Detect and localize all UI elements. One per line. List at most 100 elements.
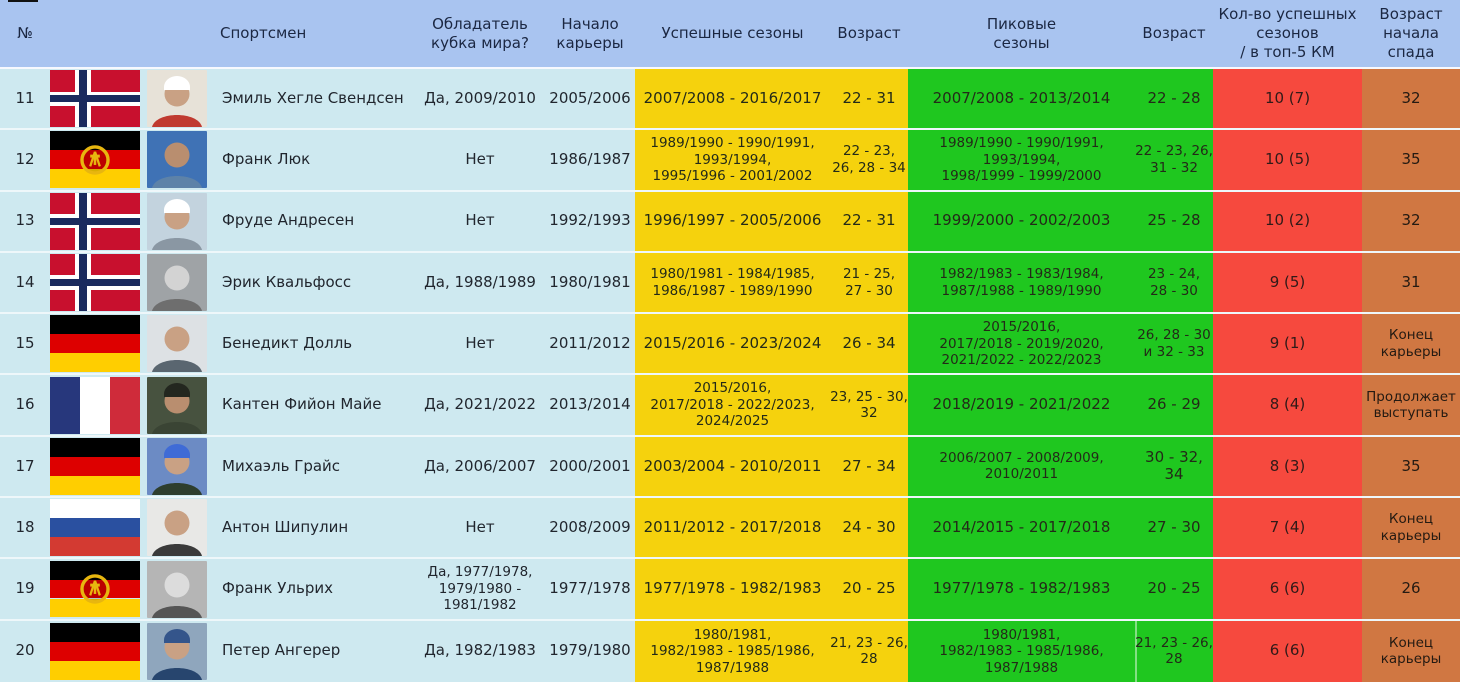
peak-seasons-cell: 2014/2015 - 2017/2018 xyxy=(908,498,1135,558)
peak-seasons-cell: 2006/2007 - 2008/2009, 2010/2011 xyxy=(908,436,1135,497)
header-success-age: Возраст xyxy=(837,24,901,43)
flag-icon-russia xyxy=(50,499,140,557)
header-number: № xyxy=(17,24,33,43)
country-flag-cell xyxy=(50,192,143,251)
flag-icon-norway xyxy=(50,70,140,128)
career-start-cell: 2013/2014 xyxy=(549,395,631,414)
row-number: 19 xyxy=(15,579,35,598)
header-successful-seasons: Успешные сезоны xyxy=(661,24,804,43)
peak-seasons-cell: 1982/1983 - 1983/1984, 1987/1988 - 1989/… xyxy=(908,252,1135,313)
world-cup-holder-cell: Да, 1988/1989 xyxy=(424,272,536,291)
table-row: 13 Фруде Андресен Нет 1992/1993 1996/199… xyxy=(0,191,1460,253)
world-cup-holder-cell: Нет xyxy=(465,517,495,536)
successful-seasons-cell: 1977/1978 - 1982/1983 xyxy=(635,559,830,619)
peak-age-cell: 22 - 28 xyxy=(1135,69,1213,129)
table-row: 14 Эрик Квальфосс Да, 1988/1989 1980/198… xyxy=(0,252,1460,315)
career-start-cell: 1980/1981 xyxy=(549,272,631,291)
successful-seasons-cell: 2003/2004 - 2010/2011 xyxy=(635,436,830,497)
decline-age-cell: Конец карьеры xyxy=(1362,620,1460,682)
world-cup-holder-cell: Да, 2009/2010 xyxy=(424,88,536,107)
athlete-photo-cell xyxy=(143,69,210,128)
athlete-photo-cell xyxy=(143,559,210,618)
athlete-name: Франк Ульрих xyxy=(222,579,333,598)
peak-seasons-cell: 1989/1990 - 1990/1991, 1993/1994, 1998/1… xyxy=(908,130,1135,190)
peak-age-cell: 30 - 32, 34 xyxy=(1135,436,1213,497)
career-start-cell: 2008/2009 xyxy=(549,517,631,536)
row-number: 14 xyxy=(15,272,35,291)
successful-seasons-cell: 1980/1981, 1982/1983 - 1985/1986, 1987/1… xyxy=(635,620,830,682)
success-age-cell: 22 - 31 xyxy=(830,69,908,129)
country-flag-cell xyxy=(50,130,143,189)
peak-seasons-cell: 1999/2000 - 2002/2003 xyxy=(908,191,1135,251)
row-number: 15 xyxy=(15,333,35,352)
athlete-name: Эрик Квальфосс xyxy=(222,272,352,291)
world-cup-holder-cell: Нет xyxy=(465,333,495,352)
athlete-photo-cell xyxy=(143,375,210,434)
row-number: 12 xyxy=(15,150,35,169)
decline-age-cell: Конец карьеры xyxy=(1362,314,1460,374)
table-body: 11 Эмиль Хегле Свендсен Да, 2009/2010 20… xyxy=(0,69,1460,682)
screen-edge-artifact xyxy=(8,0,38,2)
table-header-row: № Спортсмен Обладатель кубка мира? Начал… xyxy=(0,0,1460,69)
athlete-photo-cell xyxy=(143,192,210,251)
world-cup-holder-cell: Нет xyxy=(465,211,495,230)
success-count-cell: 7 (4) xyxy=(1213,498,1362,558)
success-count-cell: 9 (5) xyxy=(1213,252,1362,313)
country-flag-cell xyxy=(50,314,143,373)
world-cup-holder-cell: Да, 2021/2022 xyxy=(424,395,536,414)
career-start-cell: 1979/1980 xyxy=(549,641,631,660)
successful-seasons-cell: 2007/2008 - 2016/2017 xyxy=(635,69,830,129)
table-row: 11 Эмиль Хегле Свендсен Да, 2009/2010 20… xyxy=(0,69,1460,131)
peak-seasons-cell: 1977/1978 - 1982/1983 xyxy=(908,559,1135,619)
athlete-photo-cell xyxy=(143,130,210,189)
row-number: 18 xyxy=(15,517,35,536)
peak-seasons-cell: 2015/2016, 2017/2018 - 2019/2020, 2021/2… xyxy=(908,314,1135,374)
world-cup-holder-cell: Нет xyxy=(465,150,495,169)
success-age-cell: 22 - 23, 26, 28 - 34 xyxy=(830,130,908,190)
peak-seasons-cell: 2018/2019 - 2021/2022 xyxy=(908,375,1135,435)
world-cup-holder-cell: Да, 2006/2007 xyxy=(424,456,536,475)
header-athlete: Спортсмен xyxy=(220,24,307,43)
flag-icon-germany xyxy=(50,315,140,373)
successful-seasons-cell: 1989/1990 - 1990/1991, 1993/1994, 1995/1… xyxy=(635,130,830,190)
successful-seasons-cell: 1980/1981 - 1984/1985, 1986/1987 - 1989/… xyxy=(635,252,830,313)
peak-age-cell: 20 - 25 xyxy=(1135,559,1213,619)
country-flag-cell xyxy=(50,437,143,496)
country-flag-cell xyxy=(50,69,143,128)
peak-age-cell: 21, 23 - 26, 28 xyxy=(1135,620,1213,682)
athlete-photo-cell xyxy=(143,437,210,496)
athlete-photo-cell xyxy=(143,314,210,373)
country-flag-cell xyxy=(50,498,143,557)
decline-age-cell: 32 xyxy=(1362,69,1460,129)
peak-age-cell: 26 - 29 xyxy=(1135,375,1213,435)
athlete-name: Петер Ангерер xyxy=(222,641,341,660)
success-count-cell: 10 (7) xyxy=(1213,69,1362,129)
success-age-cell: 23, 25 - 30, 32 xyxy=(830,375,908,435)
athlete-photo xyxy=(146,560,207,618)
success-age-cell: 24 - 30 xyxy=(830,498,908,558)
success-count-cell: 9 (1) xyxy=(1213,314,1362,374)
athlete-photo xyxy=(146,622,207,680)
flag-icon-germany xyxy=(50,622,140,680)
athlete-name: Фруде Андресен xyxy=(222,211,355,230)
success-count-cell: 10 (5) xyxy=(1213,130,1362,190)
table-row: 18 Антон Шипулин Нет 2008/2009 2011/2012… xyxy=(0,498,1460,560)
table-row: 17 Михаэль Грайс Да, 2006/2007 2000/2001… xyxy=(0,436,1460,499)
athlete-photo xyxy=(146,131,207,189)
success-count-cell: 8 (3) xyxy=(1213,436,1362,497)
flag-icon-norway xyxy=(50,192,140,250)
success-count-cell: 10 (2) xyxy=(1213,191,1362,251)
success-count-cell: 8 (4) xyxy=(1213,375,1362,435)
athlete-photo xyxy=(146,315,207,373)
athlete-photo-cell xyxy=(143,253,210,312)
success-age-cell: 22 - 31 xyxy=(830,191,908,251)
success-age-cell: 20 - 25 xyxy=(830,559,908,619)
header-flag xyxy=(50,0,143,67)
flag-icon-norway xyxy=(50,254,140,312)
header-decline-age: Возраст начала спада xyxy=(1379,5,1443,61)
successful-seasons-cell: 2015/2016 - 2023/2024 xyxy=(635,314,830,374)
athlete-photo-cell xyxy=(143,621,210,682)
peak-age-cell: 25 - 28 xyxy=(1135,191,1213,251)
successful-seasons-cell: 1996/1997 - 2005/2006 xyxy=(635,191,830,251)
